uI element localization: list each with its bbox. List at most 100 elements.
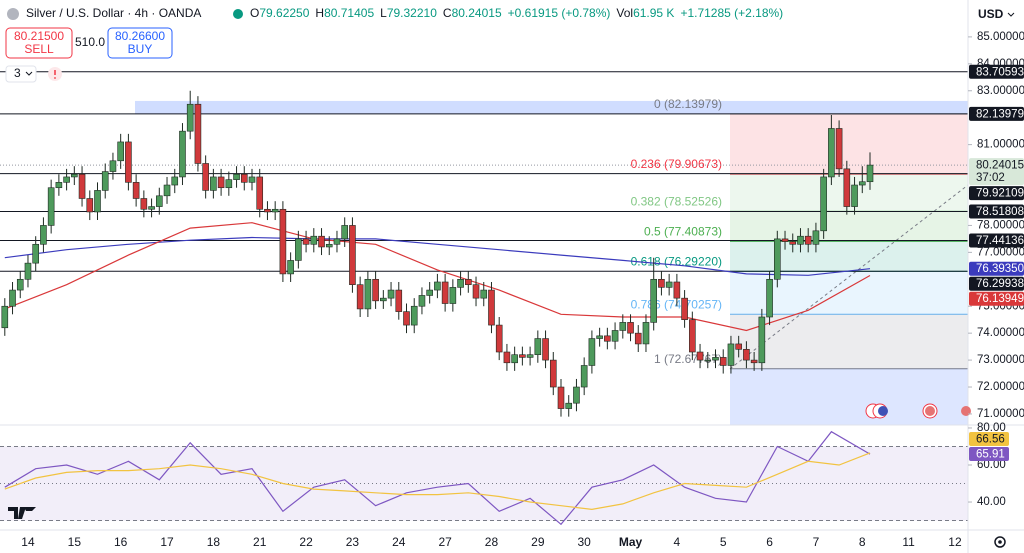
candle-body — [658, 278, 665, 288]
legend-key: H — [315, 6, 324, 20]
x-tick-label: 7 — [813, 535, 820, 549]
candle-body — [681, 297, 688, 320]
price-tag-label: 76.39350 — [976, 263, 1024, 275]
candle-body — [526, 354, 534, 358]
candle-body — [449, 287, 457, 304]
candle-body — [835, 128, 843, 170]
candle-body — [573, 386, 580, 404]
candle-body — [186, 103, 194, 132]
fib-label: 0 (82.13979) — [654, 97, 722, 111]
candle-body — [387, 289, 395, 299]
x-tick-label: 18 — [207, 535, 221, 549]
candle-body — [549, 359, 557, 388]
fib-zone — [730, 211, 968, 242]
price-tag — [969, 276, 1024, 291]
legend-value: +0.61915 (+0.78%) — [508, 6, 611, 20]
x-tick-label: May — [619, 535, 643, 549]
candle-body — [665, 281, 673, 288]
candle-body — [333, 238, 341, 245]
candle-body — [271, 208, 279, 213]
price-tag-label: 83.70593 — [976, 66, 1024, 78]
x-tick-label: 14 — [21, 535, 35, 549]
candle-body — [604, 335, 611, 342]
candle-body — [63, 176, 70, 183]
candle-body — [318, 235, 325, 248]
sell-label: SELL — [24, 42, 54, 56]
candle-body — [349, 225, 356, 285]
candle-body — [40, 225, 47, 245]
rsi-tick-label: 60.00 — [977, 459, 1006, 471]
candle-body — [511, 354, 518, 364]
buy-price: 80.26600 — [115, 29, 165, 43]
price-tag-label: 79.92109 — [976, 188, 1024, 200]
candle-body — [727, 343, 735, 366]
candle-body — [55, 182, 63, 189]
candle-body — [565, 402, 573, 409]
fib-label-band — [135, 100, 968, 114]
chevron-icon — [25, 71, 33, 76]
currency[interactable]: USD — [978, 7, 1004, 21]
fib-zone — [730, 113, 968, 175]
candle-body — [557, 386, 565, 409]
candle-body — [426, 289, 433, 296]
candle-body — [302, 238, 310, 245]
fib-label: 0.236 (79.90673) — [631, 157, 722, 171]
candle-body — [642, 322, 650, 345]
settings-icon[interactable] — [994, 536, 1006, 548]
x-tick-label: 22 — [299, 535, 313, 549]
spread: 510.0 — [75, 35, 105, 49]
x-tick-label: 5 — [720, 535, 727, 549]
countdown: 37:02 — [976, 172, 1005, 184]
x-tick-label: 29 — [531, 535, 545, 549]
candle-body — [488, 289, 495, 326]
y-tick-label: 73.00000 — [977, 354, 1024, 366]
moving-average — [4, 222, 871, 332]
rsi-line — [4, 430, 871, 526]
moving-average — [4, 236, 871, 276]
x-tick-label: 23 — [346, 535, 360, 549]
candle-body — [843, 168, 851, 207]
y-tick-label: 71.00000 — [977, 408, 1024, 420]
event-flag-inner — [925, 406, 935, 416]
candle-body — [773, 238, 781, 280]
price-tag-label: 78.51808 — [976, 206, 1024, 218]
candle-body — [380, 297, 387, 302]
x-tick-label: 15 — [68, 535, 82, 549]
x-tick-label: 8 — [859, 535, 866, 549]
buy-button[interactable] — [107, 27, 173, 59]
candle-body — [789, 241, 797, 245]
x-tick-label: 28 — [485, 535, 499, 549]
candle-body — [248, 176, 256, 183]
y-tick-label: 81.00000 — [977, 139, 1024, 151]
candle-body — [689, 319, 696, 353]
tv-logo[interactable] — [8, 507, 36, 519]
currency-cell — [968, 0, 1024, 30]
candle-body — [117, 141, 124, 162]
indicator-toggle[interactable] — [5, 65, 37, 83]
price-tag — [969, 158, 1024, 186]
candle-body — [851, 184, 858, 207]
candle-body — [171, 176, 179, 186]
candle-body — [588, 338, 596, 366]
candle-body — [735, 343, 742, 350]
candle-body — [47, 187, 55, 226]
y-tick-label: 84.00000 — [977, 58, 1024, 70]
candle-body — [743, 349, 750, 361]
legend-value: 61.95 K — [633, 6, 674, 20]
candle-body — [480, 289, 488, 299]
market-status[interactable] — [233, 9, 243, 19]
price-tag — [969, 261, 1024, 276]
candle-body — [24, 262, 32, 280]
fib-zone — [730, 241, 968, 272]
x-tick-label: 12 — [948, 535, 962, 549]
legend-value: 80.24015 — [452, 6, 502, 20]
candle-body — [410, 305, 418, 326]
ohlc-legend: O79.62250 H80.71405 L79.32210 C80.24015 +0.6… — [250, 6, 783, 20]
candle-body — [9, 289, 16, 307]
currency-chevron[interactable] — [1007, 12, 1015, 17]
rsi-tick-label: 40.00 — [977, 496, 1006, 508]
candle-body — [356, 284, 364, 310]
candle-body — [225, 179, 233, 189]
y-tick-label: 77.00000 — [977, 246, 1024, 258]
sell-button[interactable] — [5, 27, 73, 59]
